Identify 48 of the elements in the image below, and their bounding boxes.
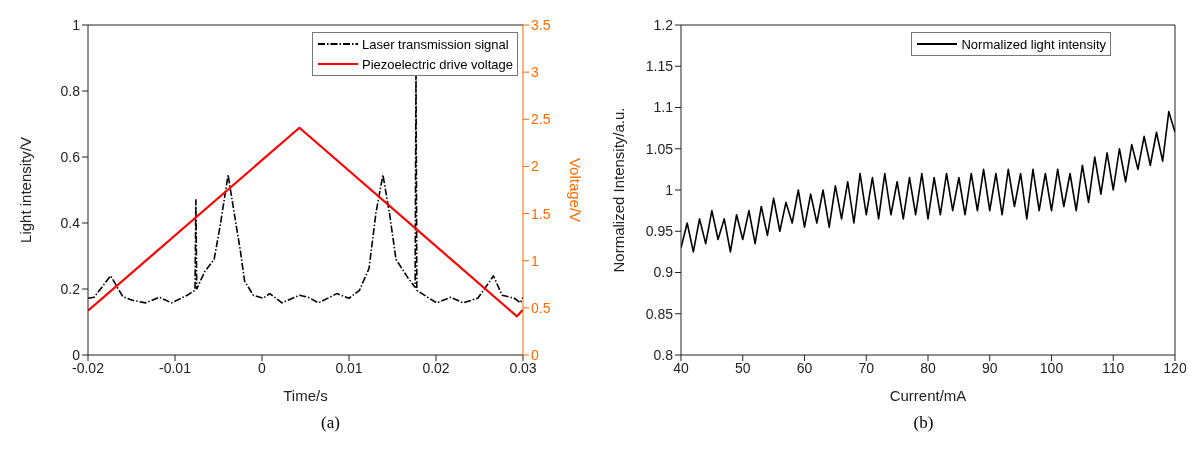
y2-tick-label: 2 bbox=[531, 158, 539, 175]
y-tick-label: 1.2 bbox=[653, 16, 674, 33]
line-series bbox=[88, 126, 523, 318]
x-tick-label: 0.02 bbox=[422, 359, 450, 376]
y-tick-label: 1 bbox=[72, 16, 81, 33]
line-series bbox=[681, 110, 1175, 253]
y2-tick-label: 2.5 bbox=[531, 111, 551, 128]
x-tick-label: 40 bbox=[673, 359, 689, 376]
y2-tick-label: 1.5 bbox=[531, 205, 551, 222]
x-tick-label: 50 bbox=[734, 359, 751, 376]
y-tick-label: 0.8 bbox=[60, 82, 81, 99]
x-tick-label: 0.01 bbox=[335, 359, 363, 376]
y-axis-title: Normalized Intensity/a.u. bbox=[610, 107, 628, 273]
x-tick-label: 70 bbox=[858, 359, 875, 376]
x-tick-label: 60 bbox=[796, 359, 813, 376]
y-tick-label: 0.2 bbox=[60, 280, 81, 297]
legend-label: Laser transmission signal bbox=[361, 36, 509, 52]
x-tick-label: 120 bbox=[1163, 359, 1187, 376]
y-axis-title: Light intensity/V bbox=[17, 137, 35, 243]
legend-label: Normalized light intensity bbox=[961, 36, 1106, 52]
text: (b) bbox=[912, 413, 935, 433]
line-series bbox=[88, 73, 523, 304]
y2-tick-label: 3 bbox=[531, 64, 539, 81]
x-axis-title: Current/mA bbox=[889, 387, 967, 404]
x-tick-label: 80 bbox=[920, 359, 936, 376]
y-tick-label: 0.95 bbox=[645, 223, 674, 240]
legend-box: Normalized light intensity bbox=[911, 32, 1111, 56]
y2-tick-label: 3.5 bbox=[531, 16, 551, 33]
x-tick-label: 100 bbox=[1039, 359, 1064, 376]
y2-axis-title: Voltage/V bbox=[566, 157, 584, 223]
y-tick-label: 0.4 bbox=[60, 214, 81, 231]
y-tick-label: 1.15 bbox=[645, 58, 674, 75]
text: (a) bbox=[320, 413, 341, 433]
y-tick-label: 0.9 bbox=[653, 264, 674, 281]
y-tick-label: 0.8 bbox=[653, 346, 674, 363]
y2-tick-label: 0.5 bbox=[531, 299, 551, 316]
y-tick-label: 1.05 bbox=[645, 140, 674, 157]
legend-label: Piezoelectric drive voltage bbox=[361, 56, 513, 72]
x-tick-label: 110 bbox=[1102, 359, 1125, 376]
x-tick-label: 0 bbox=[258, 359, 267, 376]
y2-tick-label: 1 bbox=[531, 252, 539, 269]
y-tick-label: 1.1 bbox=[653, 99, 674, 116]
x-tick-label: -0.01 bbox=[159, 359, 192, 376]
x-axis-title: Time/s bbox=[283, 387, 328, 404]
x-tick-label: 90 bbox=[981, 359, 998, 376]
y-tick-label: 1 bbox=[665, 181, 674, 198]
y-tick-label: 0.6 bbox=[60, 148, 81, 165]
y-tick-label: 0.85 bbox=[645, 305, 674, 322]
